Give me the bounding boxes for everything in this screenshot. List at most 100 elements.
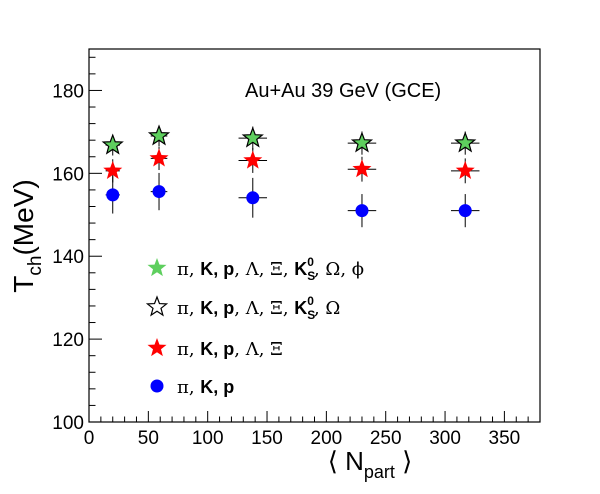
x-tick-label: 0 — [84, 428, 95, 449]
x-tick-label: 350 — [489, 428, 521, 449]
legend-green-p2: K, p — [200, 259, 234, 279]
y-axis-title-sub: ch — [25, 256, 46, 276]
legend-green-p5: , Ω, ϕ — [314, 259, 364, 280]
legend-open-sup: 0 — [307, 294, 314, 308]
marker-green — [149, 126, 169, 145]
legend-marker-shape — [145, 295, 169, 317]
legend-red-p3: , Λ, Ξ — [234, 339, 283, 360]
marker-red — [149, 148, 169, 167]
y-axis-title-unit: (MeV) — [8, 179, 39, 255]
marker-open — [241, 126, 264, 148]
point-green — [347, 131, 377, 155]
legend-entry-open: π, K, p, Λ, Ξ, KS0, Ω — [145, 294, 340, 322]
legend-entry-red: π, K, p, Λ, Ξ — [147, 338, 283, 360]
marker-blue — [106, 188, 120, 202]
point-blue — [105, 176, 120, 214]
marker-open — [101, 133, 124, 155]
marker-green — [103, 135, 123, 154]
marker-green — [455, 133, 475, 152]
x-tick-label: 200 — [311, 428, 343, 449]
legend-open-p3: , Λ, Ξ, — [234, 298, 294, 319]
y-tick-label: 140 — [52, 247, 84, 268]
legend-green-sup: 0 — [307, 255, 314, 269]
legend-red-p1: π, — [177, 339, 200, 360]
y-tick-label: 120 — [52, 330, 84, 351]
svg-text:π, K, p, Λ, Ξ, KS0, Ω: π, K, p, Λ, Ξ, KS0, Ω — [177, 294, 340, 322]
legend-open-p2: K, p — [200, 298, 234, 318]
legend-open-sub: S — [307, 308, 315, 322]
point-open — [350, 131, 374, 153]
x-axis-title-main: ⟨ N — [328, 446, 364, 476]
legend-blue-p2: K, p — [200, 377, 234, 397]
marker-open — [350, 131, 374, 153]
marker-open — [454, 131, 477, 153]
svg-text:π, K, p, Λ, Ξ: π, K, p, Λ, Ξ — [177, 339, 283, 360]
point-open — [147, 124, 171, 146]
marker-green — [352, 133, 372, 152]
legend-green-p4: K — [294, 259, 307, 279]
legend-green-sub: S — [307, 269, 315, 283]
svg-text:π, K, p: π, K, p — [177, 377, 234, 398]
x-axis-title-sub: part — [364, 462, 395, 482]
legend-entry-green: π, K, p, Λ, Ξ, KS0, Ω, ϕ — [147, 255, 364, 283]
marker-blue — [355, 204, 369, 218]
x-tick-label: 50 — [138, 428, 159, 449]
marker-blue — [458, 204, 472, 218]
point-open — [454, 131, 477, 153]
point-open — [241, 126, 264, 148]
legend-marker-green-star — [147, 258, 167, 277]
legend-green-p1: π, — [177, 259, 200, 280]
y-axis-title-main: T — [8, 276, 39, 293]
x-tick-label: 150 — [251, 428, 283, 449]
point-open — [101, 133, 124, 155]
legend-marker-open-star — [145, 295, 169, 317]
axes: 0 50 100 150 200 250 300 350 100 120 140 160 180 — [52, 56, 541, 449]
marker-open — [147, 124, 171, 146]
y-tick-label: 180 — [52, 81, 84, 102]
legend-blue-p1: π, — [177, 377, 200, 398]
point-green — [238, 126, 268, 150]
x-axis-title-close: ⟩ — [395, 446, 412, 476]
legend-entry-blue: π, K, p — [150, 377, 234, 398]
legend: π, K, p, Λ, Ξ, KS0, Ω, ϕ π, K, p, Λ, Ξ, … — [145, 255, 364, 398]
svg-text:Tch(MeV): Tch(MeV) — [8, 179, 46, 292]
point-red — [238, 148, 268, 173]
y-axis-title: Tch(MeV) — [8, 179, 46, 292]
legend-marker-shape — [150, 379, 164, 393]
marker-red — [352, 159, 372, 178]
marker-red — [243, 150, 263, 169]
marker-blue — [246, 191, 260, 205]
marker-blue — [152, 185, 166, 199]
marker-green — [243, 128, 263, 147]
point-blue — [238, 177, 268, 218]
legend-marker-shape — [147, 338, 167, 357]
point-green — [450, 131, 480, 155]
point-blue — [150, 172, 168, 211]
x-axis-title: ⟨ Npart ⟩ — [328, 446, 413, 482]
point-red — [347, 156, 377, 182]
legend-open-p4: K — [294, 298, 307, 318]
point-red — [450, 158, 480, 184]
legend-marker-shape — [147, 258, 167, 277]
x-tick-label: 250 — [370, 428, 402, 449]
svg-text:π, K, p, Λ, Ξ, KS0, Ω, ϕ: π, K, p, Λ, Ξ, KS0, Ω, ϕ — [177, 255, 364, 283]
legend-open-p5: , Ω — [314, 298, 340, 319]
legend-marker-blue-circle — [150, 379, 164, 393]
point-blue — [450, 194, 480, 228]
chart-title: Au+Au 39 GeV (GCE) — [245, 80, 441, 102]
point-red — [149, 146, 169, 171]
marker-red — [455, 160, 475, 179]
data-points — [101, 124, 480, 228]
x-tick-label: 100 — [192, 428, 224, 449]
point-blue — [347, 194, 377, 228]
legend-marker-red-star — [147, 338, 167, 357]
marker-red — [103, 160, 123, 179]
legend-green-p3: , Λ, Ξ, — [234, 259, 294, 280]
y-tick-label: 100 — [52, 413, 84, 434]
legend-red-p2: K, p — [200, 339, 234, 359]
x-tick-label: 300 — [429, 428, 461, 449]
y-tick-label: 160 — [52, 164, 84, 185]
legend-open-p1: π, — [177, 298, 200, 319]
